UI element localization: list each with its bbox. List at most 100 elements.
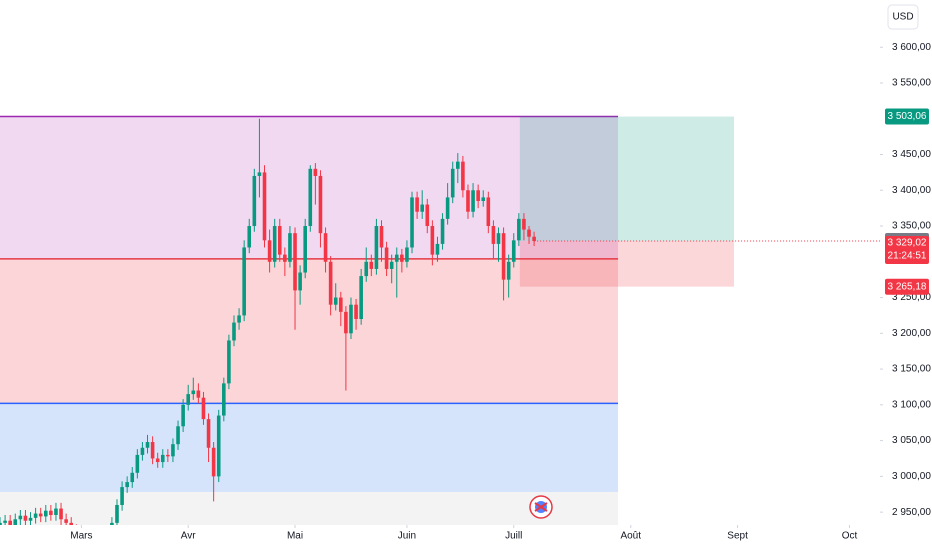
candle-body xyxy=(456,161,460,169)
candle-body xyxy=(349,304,353,334)
zone xyxy=(0,258,619,404)
candle-body xyxy=(313,168,318,176)
candle-body xyxy=(262,172,267,241)
candle-body xyxy=(486,197,491,227)
candle-body xyxy=(532,236,536,242)
countdown: 21:24:51 xyxy=(888,251,927,262)
y-tick-label: 3 000,00 xyxy=(892,471,931,482)
y-tick-label: 3 100,00 xyxy=(892,399,931,410)
y-tick-label: 3 600,00 xyxy=(892,42,931,53)
candle-body xyxy=(64,519,68,523)
zone xyxy=(0,492,619,525)
y-tick-label: 3 550,00 xyxy=(892,78,931,89)
x-tick-label: Mars xyxy=(70,531,92,542)
candle-body xyxy=(425,204,430,227)
candle-body xyxy=(374,226,379,269)
candle-body xyxy=(511,240,516,262)
candle-body xyxy=(496,233,501,244)
candle-body xyxy=(186,394,191,405)
candle-body xyxy=(384,247,389,269)
x-tick-label: Juin xyxy=(398,531,416,542)
y-tick-label: 3 400,00 xyxy=(892,185,931,196)
stop-tag-label: 3 265,18 xyxy=(888,281,927,292)
candle-body xyxy=(13,519,18,525)
candle-body xyxy=(415,197,419,212)
candle-body xyxy=(420,204,424,212)
candle-body xyxy=(506,261,511,280)
candle-body xyxy=(267,240,272,262)
candle-body xyxy=(227,340,231,384)
last-price-label: 3 329,02 xyxy=(888,238,927,249)
candle-body xyxy=(379,226,384,248)
price-axis: 2 950,00 3 000,00 3 050,00 3 100,00 3 150,00… xyxy=(70,42,931,542)
candle-body xyxy=(364,261,369,277)
y-tick-label: 3 150,00 xyxy=(892,364,931,375)
candle-body xyxy=(252,175,257,227)
loss-zone xyxy=(519,240,735,287)
candle-body xyxy=(49,510,53,515)
candle-body xyxy=(232,322,236,341)
candle-body xyxy=(140,447,145,455)
candle-body xyxy=(389,261,394,269)
candle-body xyxy=(440,218,445,244)
candle-body xyxy=(491,226,496,244)
last-price-box xyxy=(885,236,929,265)
candle-body xyxy=(242,247,246,316)
candle-body xyxy=(110,522,114,525)
candle-body xyxy=(293,233,297,291)
candle-body xyxy=(206,419,211,448)
candle-body xyxy=(38,513,43,517)
candle-body xyxy=(222,383,226,416)
y-tick-label: 3 450,00 xyxy=(892,149,931,160)
candle-body xyxy=(115,504,119,523)
candle-body xyxy=(100,535,104,539)
stop-tag-box xyxy=(885,278,929,295)
candle-body xyxy=(211,447,216,477)
zones xyxy=(0,115,619,525)
candle-body xyxy=(23,515,28,521)
candle-body xyxy=(445,197,450,219)
candle-body xyxy=(272,226,277,262)
candle-body xyxy=(160,454,165,463)
candle-body xyxy=(155,458,160,463)
candle-body xyxy=(0,522,2,525)
candle-body xyxy=(461,161,465,191)
candle-body xyxy=(28,517,33,521)
currency-button[interactable] xyxy=(887,4,919,30)
candle-body xyxy=(501,233,506,280)
candle-body xyxy=(471,190,475,212)
candle-body xyxy=(394,254,399,262)
candle-body xyxy=(105,532,109,535)
y-tick-label: 2 950,00 xyxy=(892,507,931,518)
target-tag-label: 3 503,06 xyxy=(888,111,927,122)
x-tick-label: Août xyxy=(620,531,641,542)
candle-body xyxy=(522,218,526,230)
candle-body xyxy=(318,175,323,234)
candle-body xyxy=(18,515,23,520)
candle-body xyxy=(298,272,302,291)
candle-body xyxy=(33,513,38,518)
candle-body xyxy=(328,261,333,305)
candle-body xyxy=(145,442,150,448)
candle-body xyxy=(400,254,404,262)
candle-body xyxy=(3,520,7,523)
candle-body xyxy=(308,168,313,227)
candle-body xyxy=(54,508,58,515)
candle-body xyxy=(120,487,124,505)
y-tick-label: 3 200,00 xyxy=(892,328,931,339)
candle-body xyxy=(171,444,175,457)
candle-body xyxy=(135,454,140,473)
candle-body xyxy=(466,190,470,212)
x-tick-label: Mai xyxy=(287,531,303,542)
candle-body xyxy=(344,311,348,334)
candle-body xyxy=(8,520,12,525)
candle-body xyxy=(181,404,185,427)
candle-body xyxy=(69,522,74,525)
position-tool xyxy=(519,116,735,287)
candle-body xyxy=(354,304,358,320)
event-icon[interactable] xyxy=(529,495,553,519)
x-tick-label: Avr xyxy=(181,531,196,542)
candle-body xyxy=(196,390,201,398)
candle-body xyxy=(369,261,374,269)
